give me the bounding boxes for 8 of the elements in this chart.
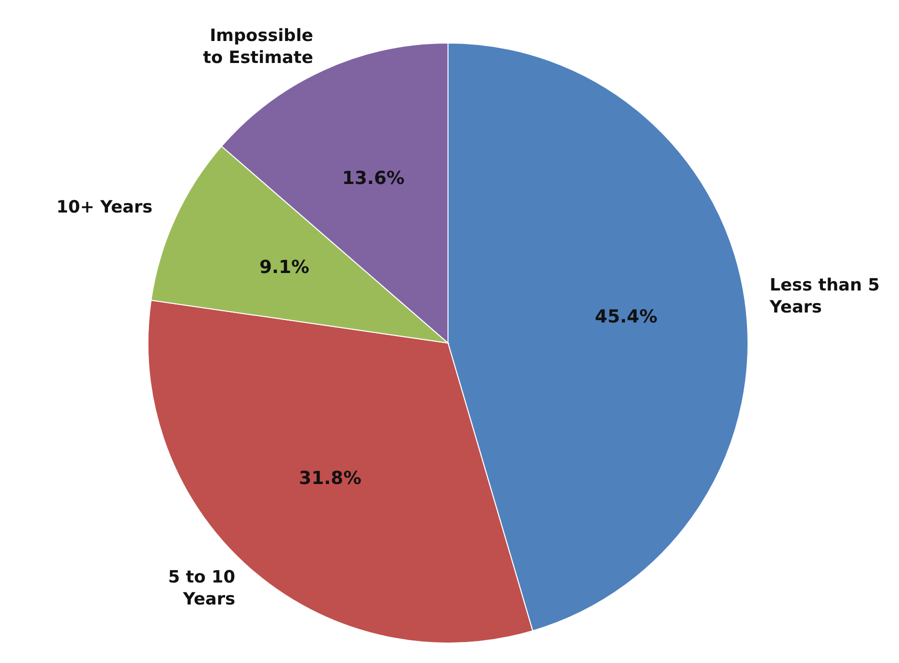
data-label: 45.4% — [594, 306, 658, 328]
data-label: 9.1% — [259, 257, 310, 278]
slice-label: Less than 5 Years — [768, 275, 880, 318]
data-label: 31.8% — [298, 468, 362, 489]
slice-label: 5 to 10 Years — [168, 567, 236, 610]
slice-label: 10+ Years — [56, 197, 152, 218]
data-label: 13.6% — [342, 168, 405, 190]
slice-label: Impossible to Estimate — [202, 26, 314, 68]
